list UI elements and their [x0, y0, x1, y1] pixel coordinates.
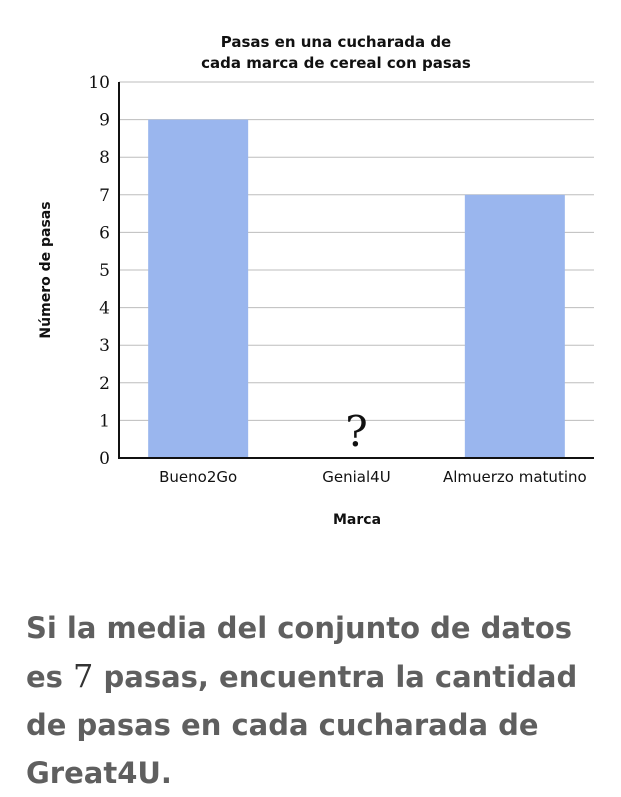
question-text: Si la media del conjunto de datos es 7 p… — [26, 604, 606, 797]
chart-title-line-2: cada marca de cereal con pasas — [201, 54, 471, 72]
y-tick-label: 7 — [99, 186, 110, 206]
y-tick-label: 10 — [88, 73, 110, 93]
bars: ? — [148, 119, 565, 459]
question-mean-value: 7 — [73, 657, 94, 695]
bar-chart: Pasas en una cucharada de cada marca de … — [38, 33, 594, 528]
y-tick-label: 2 — [99, 374, 110, 394]
x-category-label: Genial4U — [322, 468, 390, 486]
y-tick-label: 3 — [99, 336, 110, 356]
x-category-label: Bueno2Go — [159, 468, 237, 486]
bar — [464, 194, 565, 459]
y-tick-label: 8 — [99, 148, 110, 168]
x-category-label: Almuerzo matutino — [443, 468, 587, 486]
question-text-before: Si la media del conjunto de datos es — [26, 611, 573, 694]
y-tick-label: 4 — [99, 299, 110, 319]
x-axis-label: Marca — [333, 512, 381, 528]
unknown-value-marker: ? — [345, 407, 368, 456]
y-tick-label: 9 — [99, 111, 110, 131]
question-text-after: pasas, encuentra la cantidad de pasas en… — [26, 660, 578, 790]
bar — [148, 119, 249, 458]
y-axis-ticks: 0 1 2 3 4 5 6 7 8 9 10 — [88, 73, 110, 469]
x-axis-categories: Bueno2Go Genial4U Almuerzo matutino — [159, 468, 587, 486]
y-tick-label: 6 — [99, 223, 110, 243]
y-tick-label: 0 — [99, 449, 110, 469]
y-tick-label: 1 — [99, 411, 110, 431]
y-axis-label: Número de pasas — [38, 201, 54, 338]
chart-title-line-1: Pasas en una cucharada de — [221, 33, 451, 51]
y-tick-label: 5 — [99, 261, 110, 281]
